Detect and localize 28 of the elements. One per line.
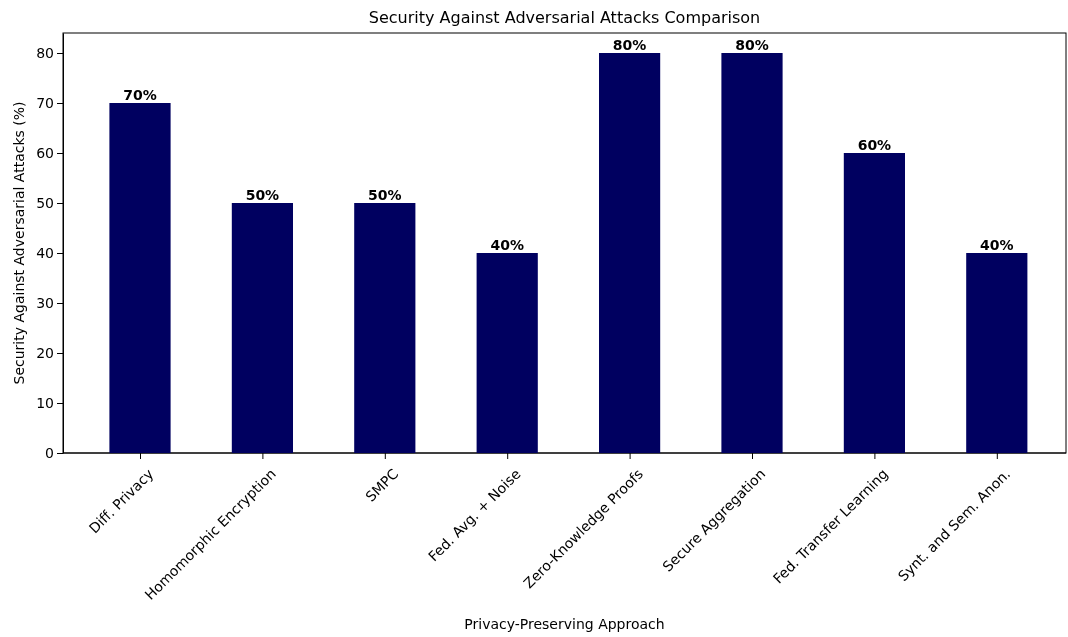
bar [354,203,416,453]
chart-title: Security Against Adversarial Attacks Comparison [368,8,761,27]
bar [843,153,905,453]
data-label: 50% [368,187,402,203]
bar [476,253,538,453]
y-tick-label: 80 [36,44,54,61]
bar [109,103,171,453]
data-label: 80% [612,37,647,53]
data-label: 60% [857,137,892,153]
y-tick-label: 30 [36,294,54,311]
y-axis-title: Security Against Adversarial Attacks (%) [11,101,27,385]
y-tick-label: 0 [45,444,54,461]
y-tick-label: 60 [36,144,54,161]
y-tick-label: 50 [36,194,54,211]
bar [966,253,1028,453]
data-label: 80% [735,37,769,53]
x-axis-title: Privacy-Preserving Approach [464,616,665,632]
y-tick-label: 70 [36,94,54,111]
bar [721,53,783,453]
data-label: 40% [980,237,1014,253]
bar [231,203,293,453]
y-tick-label: 10 [36,394,54,411]
data-label: 40% [490,237,524,253]
y-tick-label: 40 [36,244,54,261]
data-label: 50% [245,187,280,203]
data-label: 70% [123,87,157,103]
bar [599,53,661,453]
y-tick-label: 20 [36,344,54,361]
